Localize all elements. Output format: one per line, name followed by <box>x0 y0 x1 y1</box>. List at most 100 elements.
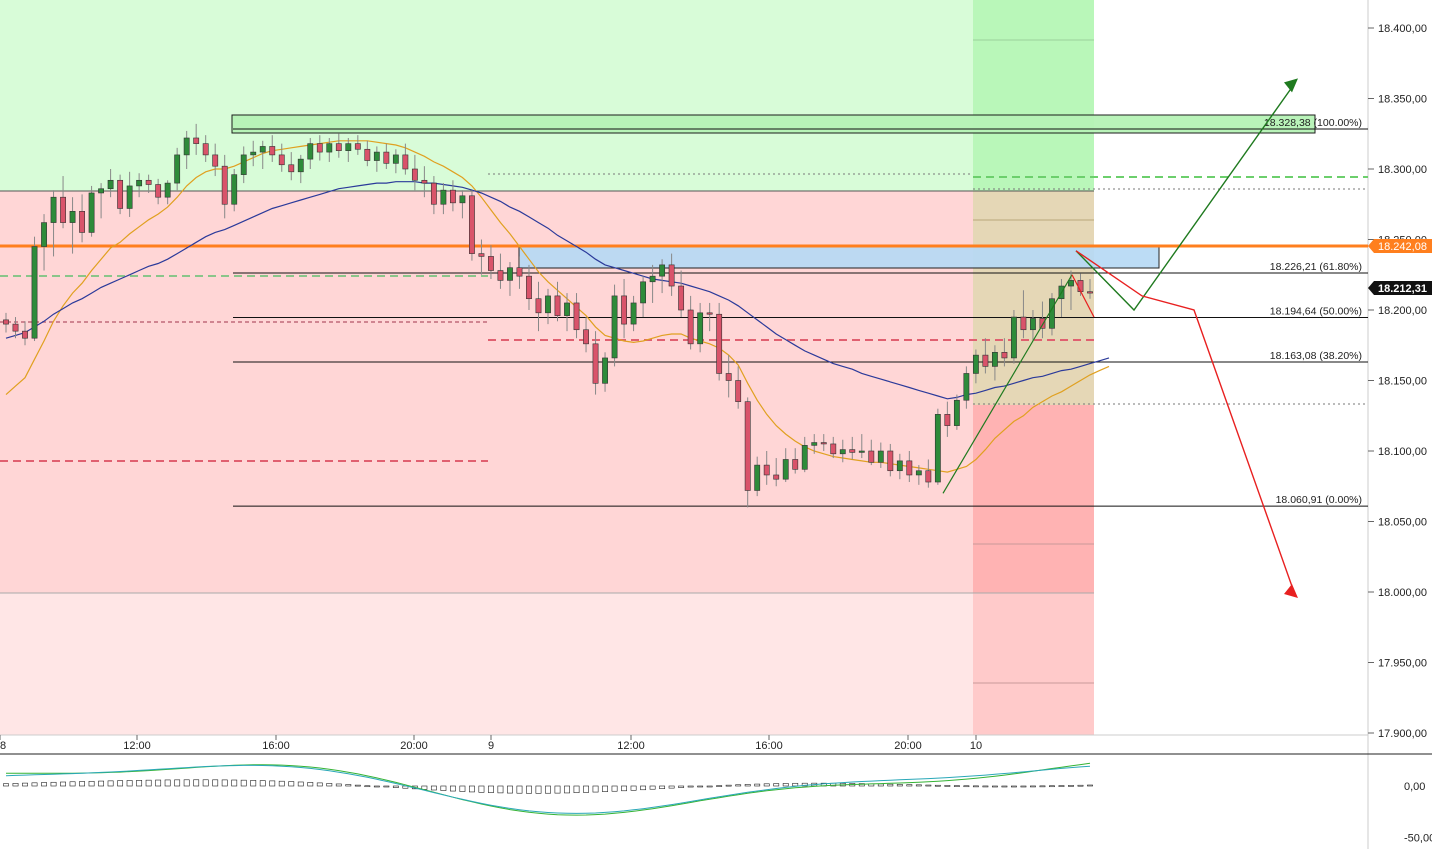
bear-candle <box>583 329 589 345</box>
macd-histogram-bar <box>507 785 513 794</box>
macd-histogram-bar <box>430 785 437 791</box>
macd-histogram-bar <box>1011 785 1017 788</box>
macd-histogram-bar <box>991 785 998 788</box>
macd-histogram-bar <box>925 784 932 787</box>
ema-slow-line <box>5 181 1110 400</box>
bear-candle <box>554 295 561 316</box>
bull-candle <box>164 182 171 198</box>
macd-histogram-bar <box>906 784 913 787</box>
bear-candle <box>449 189 456 204</box>
bull-candle <box>1049 298 1055 329</box>
demand-zone-box[interactable] <box>518 244 1160 269</box>
macd-histogram-bar <box>535 785 542 794</box>
macd-histogram-bar <box>174 779 181 787</box>
price-tick-label: 18.000,00 <box>1378 587 1427 599</box>
forecast-up-arrowhead <box>1284 78 1298 93</box>
bear-candle <box>1087 291 1093 294</box>
macd-histogram-bar <box>706 785 713 788</box>
macd-histogram-bar <box>564 785 570 794</box>
bear-candle <box>193 137 200 144</box>
bull-candle <box>602 357 608 384</box>
bull-candle <box>50 196 57 223</box>
bull-candle <box>754 464 761 491</box>
bear-candle <box>469 195 475 254</box>
bear-candle <box>155 184 162 198</box>
macd-histogram-bar <box>392 785 399 788</box>
bear-candle <box>478 253 485 257</box>
macd-histogram-bar <box>440 785 447 791</box>
bull-candle <box>649 275 656 283</box>
macd-histogram-bar <box>792 782 799 787</box>
bull-candle <box>659 264 666 277</box>
macd-histogram-bar <box>478 785 485 793</box>
light-bear-zone <box>0 593 973 735</box>
bear-candle <box>706 312 713 315</box>
bear-candle <box>535 298 542 314</box>
bear-candle <box>849 449 856 453</box>
bear-candle <box>402 154 409 170</box>
bull-candle <box>1011 316 1017 359</box>
price-tick-label: 18.300,00 <box>1378 164 1427 176</box>
bull-candle <box>953 399 960 426</box>
orange-level-label: 18.242,08 <box>1378 241 1427 253</box>
bear-candle <box>421 179 428 184</box>
bear-candle <box>621 295 627 325</box>
macd-histogram-bar <box>611 785 618 792</box>
macd-histogram-bar <box>50 781 57 787</box>
macd-histogram-bar <box>259 780 266 787</box>
macd-histogram-bar <box>31 782 38 787</box>
macd-histogram-bar <box>145 779 152 787</box>
macd-histogram-bar <box>497 785 504 794</box>
supply-zone-box[interactable] <box>231 114 1316 134</box>
macd-histogram-bar <box>583 785 589 793</box>
macd-histogram-bar <box>516 785 523 794</box>
bull-candle <box>611 295 618 359</box>
current-price-tag: 18.212,31 <box>1368 281 1432 295</box>
pullback-trend-line <box>1071 274 1095 318</box>
bear-candle <box>278 154 285 166</box>
macd-histogram-bar <box>335 783 342 787</box>
macd-histogram-bar <box>1077 784 1084 787</box>
bear-candle <box>497 270 504 281</box>
bear-candle <box>906 460 913 476</box>
bull-candle <box>697 312 704 345</box>
bull-candle <box>972 354 979 374</box>
bull-candle <box>107 179 114 190</box>
bear-candle <box>335 143 342 151</box>
bull-candle <box>240 154 247 175</box>
macd-histogram-bar <box>1049 785 1055 788</box>
macd-histogram-bar <box>1020 785 1027 788</box>
bull-candle <box>231 174 238 205</box>
bull-candle <box>98 188 105 194</box>
macd-histogram-bar <box>193 779 200 787</box>
fib-label: 18.163,08 (38.20%) <box>1270 350 1362 362</box>
bull-candle <box>934 414 941 483</box>
bull-candle <box>459 195 466 204</box>
macd-signal-line <box>5 764 1091 814</box>
bear-candle <box>60 196 66 223</box>
bull-candle <box>41 222 47 247</box>
macd-histogram-bar <box>98 780 105 787</box>
bear-candle <box>288 164 295 173</box>
macd-tick-label: -50,00 <box>1404 833 1432 845</box>
price-tick-label: 18.050,00 <box>1378 517 1427 529</box>
bear-candle <box>1020 316 1027 331</box>
macd-histogram-bar <box>373 785 380 788</box>
bull-candle <box>326 143 333 153</box>
macd-histogram-bar <box>126 780 133 787</box>
macd-histogram-bar <box>307 782 314 787</box>
forecast-up-path <box>1075 83 1295 312</box>
bull-candle <box>640 281 647 304</box>
bull-candle <box>1030 318 1036 331</box>
bear-candle <box>411 168 418 181</box>
macd-histogram-bar <box>687 785 694 788</box>
macd-histogram-bar <box>231 779 238 787</box>
bear-candle <box>3 319 9 325</box>
macd-histogram-bar <box>877 783 884 787</box>
time-tick-label: 20:00 <box>400 740 428 752</box>
macd-histogram-bar <box>744 784 751 787</box>
macd-histogram-bar <box>554 785 561 794</box>
bull-candle <box>259 146 266 153</box>
macd-histogram-bar <box>934 784 941 787</box>
